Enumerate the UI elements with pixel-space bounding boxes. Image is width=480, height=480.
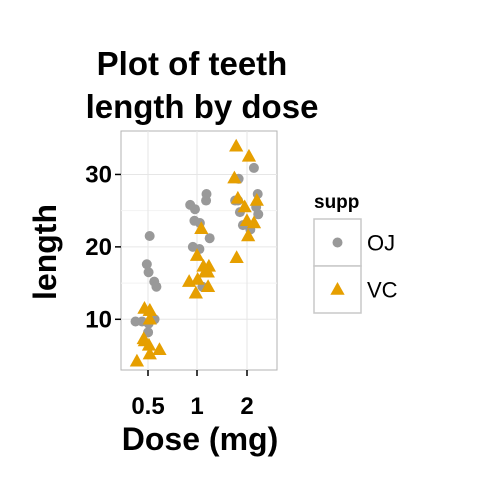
chart-title-line-1: Plot of teeth [97, 45, 288, 82]
y-axis-title: length [27, 204, 63, 300]
point-oj [189, 215, 200, 226]
x-tick-label: 1 [190, 393, 203, 420]
legend-label-oj: OJ [367, 231, 395, 256]
point-oj [144, 231, 155, 242]
x-tick-label: 0.5 [131, 393, 164, 420]
point-oj [248, 162, 259, 173]
point-vc [229, 138, 244, 152]
point-vc [237, 199, 252, 213]
point-vc [227, 170, 242, 184]
x-axis: 0.5 1 2 [131, 370, 254, 420]
point-oj [141, 259, 152, 270]
point-oj [187, 241, 198, 252]
point-oj [204, 233, 215, 244]
chart-title-line-2: length by dose [86, 88, 319, 125]
point-vc [137, 333, 152, 347]
point-vc [229, 250, 244, 263]
point-vc [152, 342, 167, 355]
legend-label-vc: VC [367, 278, 398, 303]
point-oj [201, 189, 212, 200]
data-points [129, 138, 264, 367]
legend: supp OJ VC [313, 192, 398, 314]
point-vc [190, 271, 205, 285]
point-vc [241, 228, 256, 242]
legend-symbol-oj [332, 237, 343, 248]
y-tick-label: 20 [85, 234, 112, 261]
point-vc [249, 193, 264, 206]
x-axis-title: Dose (mg) [122, 421, 278, 457]
y-tick-label: 30 [85, 161, 112, 188]
point-vc [246, 215, 262, 229]
point-vc [142, 311, 157, 325]
y-tick-label: 10 [85, 306, 112, 333]
point-oj [143, 267, 154, 278]
point-oj [253, 209, 264, 220]
point-vc [129, 353, 145, 367]
x-tick-label: 2 [240, 393, 253, 420]
point-vc [194, 221, 209, 235]
legend-symbol-vc [330, 282, 345, 295]
legend-key-oj [313, 218, 362, 267]
y-axis: 10 20 30 [85, 161, 121, 333]
point-oj [151, 281, 162, 292]
point-vc [201, 258, 217, 272]
point-vc [188, 285, 203, 299]
point-vc [189, 248, 205, 261]
point-vc [142, 303, 158, 316]
legend-title: supp [314, 192, 359, 213]
point-vc [200, 279, 216, 292]
point-vc [241, 148, 257, 162]
point-vc [142, 346, 157, 360]
point-oj [185, 199, 196, 210]
point-oj [130, 316, 141, 327]
point-vc [230, 190, 245, 204]
